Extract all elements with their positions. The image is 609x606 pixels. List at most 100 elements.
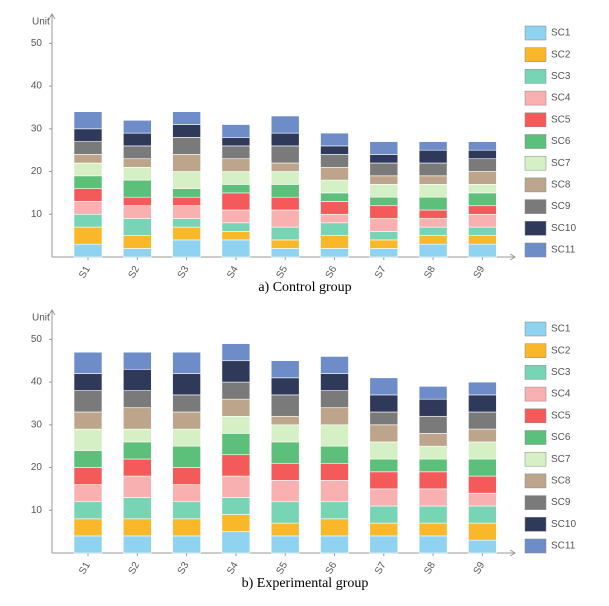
x-tick-label: S3 bbox=[176, 264, 192, 280]
bar-segment bbox=[320, 407, 349, 426]
y-tick-label: 20 bbox=[31, 166, 43, 177]
bar-segment bbox=[418, 433, 448, 447]
bar-segment bbox=[369, 377, 399, 396]
bar-segment bbox=[123, 458, 152, 477]
bar-segment bbox=[320, 166, 349, 181]
bar-segment bbox=[320, 356, 349, 374]
bar-segment bbox=[172, 111, 201, 125]
legend-label: SC2 bbox=[551, 345, 571, 356]
bar-segment bbox=[270, 360, 300, 379]
bar-segment bbox=[468, 205, 497, 215]
bar-segment bbox=[270, 171, 300, 185]
y-tick-label: 40 bbox=[31, 81, 43, 92]
bar-segment bbox=[320, 179, 349, 194]
bar-segment bbox=[369, 424, 399, 443]
y-tick-label: 10 bbox=[31, 209, 43, 220]
bar-segment bbox=[320, 501, 349, 520]
legend-swatch bbox=[524, 221, 547, 236]
bar-segment bbox=[172, 411, 201, 430]
legend-label: SC3 bbox=[551, 367, 571, 378]
legend-label: SC7 bbox=[551, 454, 571, 465]
x-tick-label: S9 bbox=[472, 264, 488, 280]
bar-segment bbox=[468, 539, 497, 554]
bar-segment bbox=[270, 248, 300, 258]
bar-segment bbox=[320, 445, 349, 464]
bar-segment bbox=[468, 505, 497, 524]
bar-segment bbox=[320, 424, 349, 447]
legend-label: SC8 bbox=[551, 476, 571, 487]
legend-label: SC8 bbox=[551, 180, 571, 191]
legend-label: SC1 bbox=[551, 324, 571, 335]
bar-segment bbox=[270, 226, 300, 241]
bar-segment bbox=[73, 201, 103, 215]
bar-segment bbox=[73, 390, 103, 413]
bar-segment bbox=[468, 243, 497, 258]
legend-swatch bbox=[524, 495, 547, 510]
bar-segment bbox=[221, 184, 251, 194]
bar-segment bbox=[73, 175, 103, 189]
bar-segment bbox=[320, 154, 349, 168]
bar-segment bbox=[369, 154, 399, 164]
bar-segment bbox=[221, 415, 251, 434]
legend-label: SC6 bbox=[551, 432, 571, 443]
bar-segment bbox=[73, 154, 103, 164]
bar-segment bbox=[221, 343, 251, 362]
bar-segment bbox=[369, 248, 399, 258]
bar-segment bbox=[221, 209, 251, 224]
bar-segment bbox=[123, 179, 152, 198]
bar-segment bbox=[73, 162, 103, 177]
bar-segment bbox=[123, 119, 152, 134]
legend-swatch bbox=[524, 69, 547, 84]
bar-segment bbox=[123, 235, 152, 249]
bar-segment bbox=[418, 226, 448, 236]
bar-segment bbox=[73, 467, 103, 485]
legend-label: SC10 bbox=[551, 223, 576, 234]
x-tick-label: S1 bbox=[77, 560, 93, 576]
bar-segment bbox=[221, 398, 251, 417]
bar-segment bbox=[73, 518, 103, 537]
bar-segment bbox=[270, 239, 300, 249]
bar-segment bbox=[221, 222, 251, 232]
legend-swatch bbox=[524, 199, 547, 214]
bar-segment bbox=[73, 428, 103, 451]
bar-segment bbox=[468, 428, 497, 443]
legend-swatch bbox=[524, 47, 547, 62]
bar-segment bbox=[320, 373, 349, 391]
caption: a) Control group bbox=[258, 280, 351, 295]
legend-label: SC4 bbox=[551, 389, 571, 400]
bar-segment bbox=[369, 175, 399, 185]
legend-swatch bbox=[524, 242, 547, 258]
bar-segment bbox=[172, 351, 201, 374]
bar-segment bbox=[172, 226, 201, 241]
bar-segment bbox=[172, 205, 201, 219]
bar-segment bbox=[172, 373, 201, 396]
bar-segment bbox=[468, 141, 497, 151]
bar-segment bbox=[270, 162, 300, 172]
bar-segment bbox=[270, 462, 300, 481]
bar-segment bbox=[172, 394, 201, 413]
legend-label: SC3 bbox=[551, 71, 571, 82]
chart: Unit 10 20 30 40 50 S1 S2 S3 S4 S5 S6 S7 S8 S9 SC1 SC2 SC… bbox=[31, 309, 576, 591]
bar-segment bbox=[320, 248, 349, 258]
y-tick-label: 20 bbox=[31, 462, 43, 473]
bar-segment bbox=[73, 351, 103, 374]
bar-segment bbox=[418, 184, 448, 198]
legend-swatch bbox=[524, 538, 547, 554]
y-tick-label: 50 bbox=[31, 38, 43, 49]
bar-segment bbox=[418, 445, 448, 460]
bar-segment bbox=[221, 514, 251, 532]
bar-segment bbox=[123, 407, 152, 430]
legend-swatch bbox=[524, 365, 547, 380]
bar-segment bbox=[418, 162, 448, 177]
x-tick-label: S4 bbox=[225, 560, 241, 576]
bar-segment bbox=[221, 145, 251, 160]
bar-segment bbox=[221, 231, 251, 241]
bar-segment bbox=[270, 394, 300, 417]
bar-segment bbox=[172, 137, 201, 155]
legend-label: SC11 bbox=[551, 541, 576, 552]
bar-segment bbox=[123, 390, 152, 409]
bar-segment bbox=[270, 132, 300, 147]
legend-swatch bbox=[524, 25, 547, 41]
bar-segment bbox=[172, 428, 201, 447]
bar-segment bbox=[320, 145, 349, 155]
